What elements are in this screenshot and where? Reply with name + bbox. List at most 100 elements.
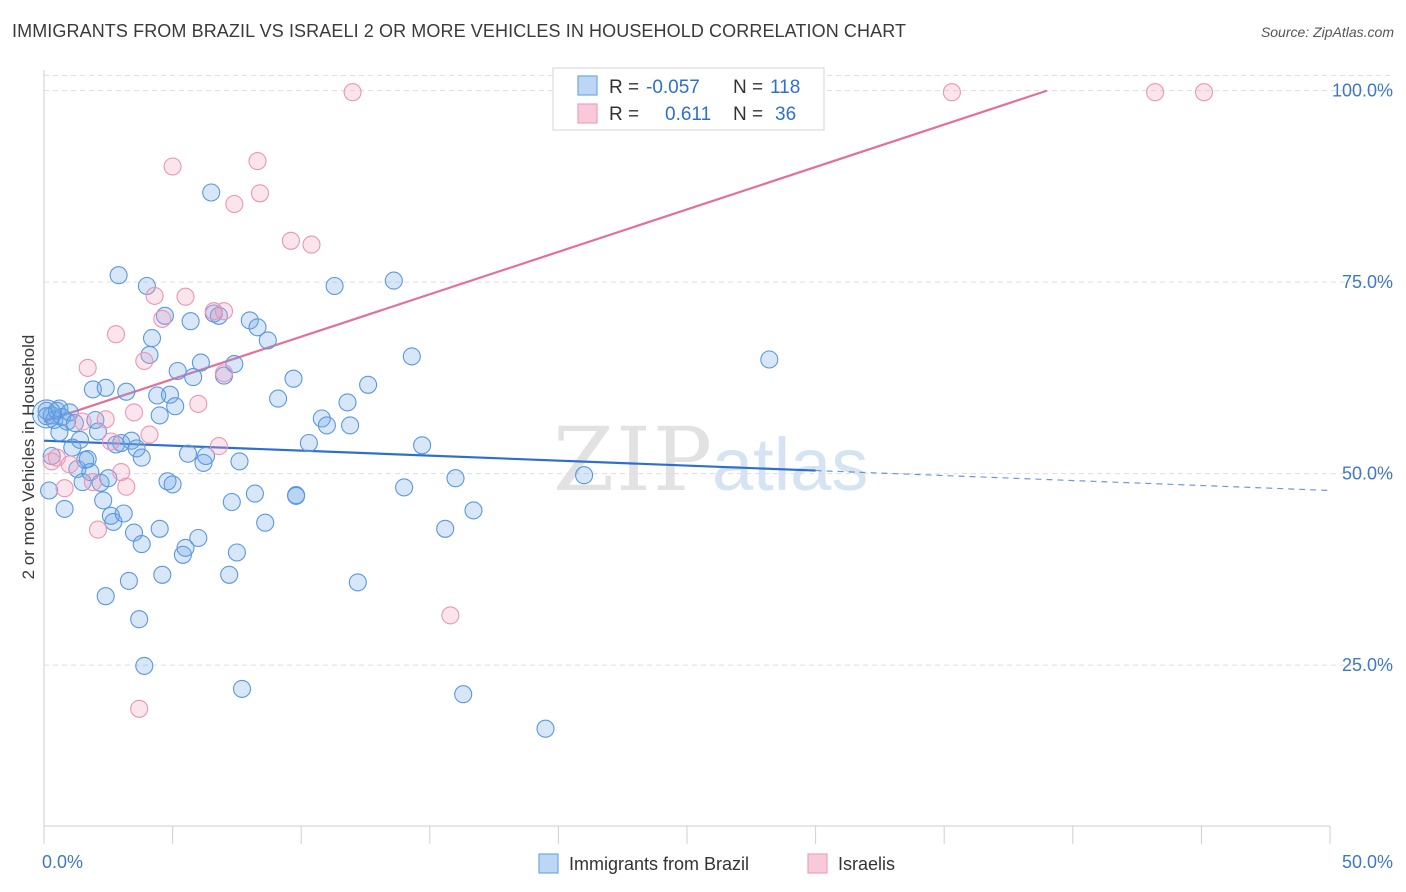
legend-n-value-brazil: 118 <box>770 77 800 98</box>
brazil-point-85 <box>299 433 318 453</box>
brazil-point-88 <box>325 276 344 296</box>
israelis-point-33 <box>1146 83 1165 102</box>
brazil-point-48 <box>150 406 169 425</box>
brazil-point-46 <box>142 329 162 348</box>
israelis-point-20 <box>176 287 195 306</box>
israelis-point-17 <box>145 286 164 305</box>
brazil-point-77 <box>245 484 264 503</box>
israelis-point-14 <box>130 699 149 718</box>
legend-r-label-israelis: R = <box>609 104 639 125</box>
y-tick-label-75: 75.0% <box>1342 272 1393 292</box>
israelis-point-12 <box>117 477 136 496</box>
israelis-point-25 <box>225 194 244 214</box>
brazil-point-96 <box>413 436 432 455</box>
y-axis-label: 2 or more Vehicles in Household <box>19 335 38 580</box>
y-tick-label-50: 50.0% <box>1342 464 1393 484</box>
brazil-point-49 <box>150 519 169 538</box>
israelis-point-6 <box>83 473 102 492</box>
israelis-point-8 <box>96 410 115 429</box>
israelis-point-32 <box>942 83 961 102</box>
trend-line-solid-1 <box>43 89 1048 423</box>
brazil-point-43 <box>135 656 154 675</box>
watermark: ZIP atlas <box>553 408 868 511</box>
bottom-legend-swatch-brazil <box>538 853 559 874</box>
brazil-point-81 <box>269 389 288 408</box>
brazil-point-40 <box>130 610 149 629</box>
israelis-point-35 <box>214 302 234 321</box>
brazil-point-61 <box>184 368 203 387</box>
israelis-point-29 <box>302 235 321 254</box>
brazil-point-75 <box>232 679 252 698</box>
chart-title: IMMIGRANTS FROM BRAZIL VS ISRAELI 2 OR M… <box>12 21 907 41</box>
israelis-point-30 <box>343 83 362 102</box>
brazil-point-65 <box>196 446 216 466</box>
brazil-point-73 <box>227 543 246 562</box>
stats-legend-box <box>552 67 825 131</box>
israelis-point-7 <box>88 520 108 539</box>
israelis-point-5 <box>78 358 97 377</box>
legend-n-value-israelis: 36 <box>775 104 796 125</box>
brazil-point-34 <box>114 504 133 523</box>
brazil-point-99 <box>454 685 473 704</box>
israelis-point-13 <box>124 403 144 422</box>
brazil-point-52 <box>158 472 177 491</box>
data-points <box>32 83 1214 738</box>
israelis-point-34 <box>1194 83 1214 102</box>
legend-r-value-brazil: -0.057 <box>646 77 700 98</box>
brazil-point-94 <box>395 478 414 497</box>
brazil-point-58 <box>176 538 195 557</box>
brazil-point-large <box>32 399 62 429</box>
brazil-point-25 <box>94 491 113 510</box>
brazil-point-42 <box>132 448 151 467</box>
brazil-point-78 <box>248 318 267 337</box>
brazil-point-35 <box>117 382 136 401</box>
brazil-point-10 <box>55 499 74 518</box>
watermark-atlas: atlas <box>712 423 868 506</box>
brazil-point-63 <box>191 353 210 372</box>
watermark-zip: ZIP <box>553 408 714 511</box>
brazil-point-55 <box>166 397 185 416</box>
brazil-point-98 <box>446 469 465 488</box>
brazil-point-87 <box>317 416 336 435</box>
brazil-point-64 <box>194 453 213 472</box>
brazil-point-71 <box>222 492 241 512</box>
brazil-point-32 <box>109 266 128 285</box>
brazil-point-26 <box>96 378 115 397</box>
brazil-point-2 <box>40 481 59 500</box>
brazil-point-66 <box>202 183 221 202</box>
brazil-point-101 <box>536 719 555 738</box>
brazil-point-79 <box>256 513 275 532</box>
stats-legend: R = -0.057 N = 118 R = 0.611 N = 36 <box>552 67 825 131</box>
brazil-point-76 <box>240 311 259 330</box>
israelis-point-27 <box>250 184 270 203</box>
israelis-point-19 <box>163 157 182 176</box>
brazil-point-47 <box>148 386 167 405</box>
brazil-point-72 <box>225 355 244 374</box>
brazil-point-27 <box>96 587 115 606</box>
x-tick-label-min: 0.0% <box>42 852 83 872</box>
brazil-point-100 <box>464 501 483 520</box>
legend-r-value-israelis: 0.611 <box>665 104 711 125</box>
legend-swatch-brazil <box>577 75 598 96</box>
brazil-point-16 <box>70 430 90 449</box>
brazil-point-103 <box>760 350 779 369</box>
brazil-point-74 <box>230 452 249 471</box>
y-tick-label-100: 100.0% <box>1332 81 1393 101</box>
series-legend: Immigrants from Brazil Israelis <box>538 853 895 874</box>
israelis-point-21 <box>189 394 208 413</box>
brazil-point-44 <box>137 276 156 296</box>
legend-r-label-brazil: R = <box>609 77 639 98</box>
israelis-point-2 <box>55 479 74 498</box>
bottom-legend-swatch-israelis <box>807 853 828 874</box>
legend-n-label-israelis: N = <box>733 104 763 125</box>
brazil-point-51 <box>155 306 174 325</box>
brazil-point-60 <box>181 312 200 331</box>
y-tick-label-25: 25.0% <box>1342 655 1393 675</box>
israelis-point-11 <box>112 463 131 482</box>
israelis-point-4 <box>73 412 92 431</box>
israelis-point-26 <box>248 152 267 171</box>
trend-line-solid-0 <box>43 439 816 472</box>
brazil-point-12 <box>60 403 79 422</box>
bottom-legend-label-israelis: Israelis <box>838 854 895 874</box>
